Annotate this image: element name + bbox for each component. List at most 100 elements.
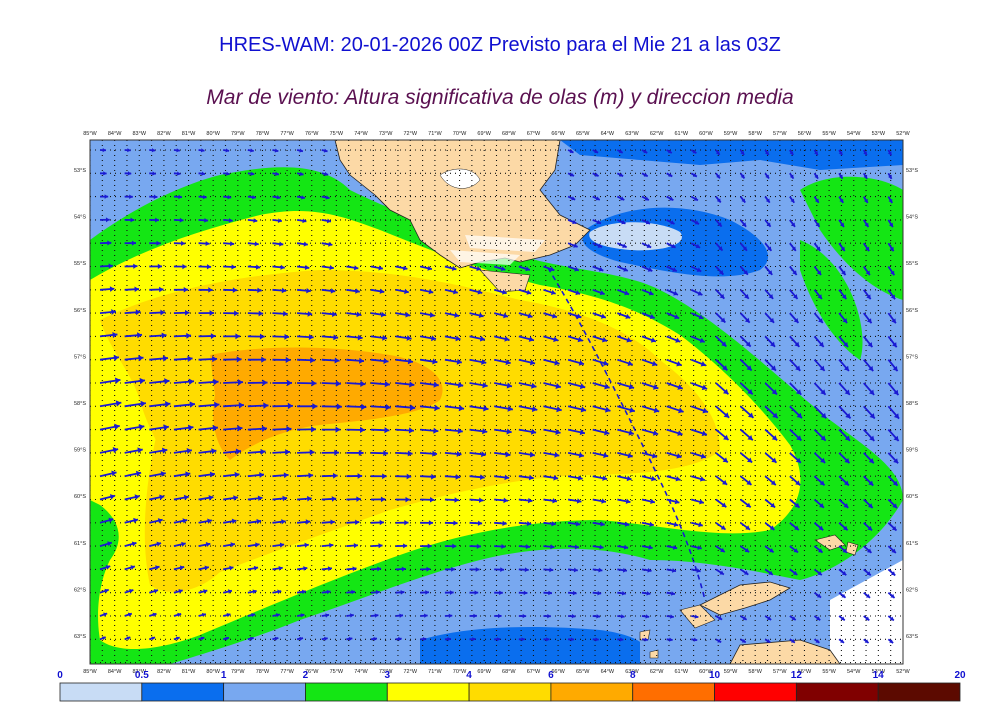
wave-arrow-head <box>482 428 488 435</box>
wave-arrow-head <box>597 243 603 248</box>
wave-arrow-head <box>646 591 651 596</box>
wave-arrow-head <box>550 289 556 295</box>
wave-arrow-head <box>330 288 336 294</box>
wave-arrow-head <box>600 313 606 319</box>
wave-arrow-head <box>814 198 819 203</box>
lon-label-top: 59°W <box>724 131 738 137</box>
lon-label-top: 75°W <box>330 131 344 137</box>
wave-arrow-head <box>868 389 875 395</box>
wave-arrow-head <box>841 294 847 300</box>
lon-label-top: 66°W <box>551 131 565 137</box>
lat-label-left: 60°S <box>74 494 86 500</box>
wave-arrow-head <box>891 525 897 531</box>
wave-arrow-head <box>127 612 132 617</box>
wave-arrow-head <box>109 494 115 500</box>
wave-arrow-head <box>183 494 189 501</box>
wave-arrow-head <box>324 171 329 177</box>
wave-arrow-head <box>304 542 309 548</box>
wave-arrow-head <box>771 389 777 395</box>
wave-arrow-head <box>448 613 453 619</box>
wave-arrow-head <box>793 317 799 323</box>
wave-arrow-head <box>209 471 215 478</box>
wave-arrow-head <box>283 310 288 317</box>
wave-arrow-head <box>793 548 799 553</box>
wave-arrow-head <box>274 148 279 153</box>
wave-arrow-head <box>816 270 822 275</box>
lon-label-bottom: 60°W <box>699 669 713 675</box>
wave-arrow-head <box>108 263 113 269</box>
wave-arrow-head <box>768 294 774 299</box>
lon-label-bottom: 56°W <box>798 669 812 675</box>
wave-arrow-head <box>698 314 704 320</box>
wave-arrow-head <box>384 381 390 388</box>
wave-arrow-head <box>332 472 338 479</box>
wave-arrow-head <box>234 471 240 478</box>
lat-label-left: 54°S <box>74 215 86 221</box>
wave-arrow-head <box>649 521 654 527</box>
wave-arrow-head <box>214 401 220 409</box>
wave-arrow-head <box>309 449 315 456</box>
lon-label-bottom: 83°W <box>133 669 147 675</box>
wave-arrow-head <box>767 246 772 251</box>
wave-arrow-head <box>113 354 119 361</box>
wave-arrow-head <box>889 616 894 621</box>
wave-arrow-head <box>891 342 897 348</box>
lon-label-top: 56°W <box>798 131 812 137</box>
wave-arrow-head <box>257 495 263 502</box>
lat-label-left: 57°S <box>74 354 86 360</box>
wave-field <box>90 140 903 664</box>
wave-arrow-head <box>624 290 630 296</box>
wave-arrow-head <box>745 341 751 347</box>
wave-arrow-head <box>329 265 334 271</box>
wave-arrow-head <box>673 522 679 528</box>
wave-arrow-head <box>114 423 120 430</box>
lon-label-bottom: 65°W <box>576 669 590 675</box>
legend-label: 3 <box>384 670 390 681</box>
wave-arrow-head <box>890 571 896 576</box>
wave-arrow-head <box>152 171 156 176</box>
wave-arrow-head <box>820 389 826 395</box>
wave-arrow-head <box>549 266 555 272</box>
wave-arrow-head <box>130 217 135 223</box>
wave-arrow-head <box>377 566 382 572</box>
legend-swatch <box>795 682 879 702</box>
wave-arrow-head <box>643 149 648 154</box>
wave-arrow-head <box>359 426 365 434</box>
wave-arrow-head <box>428 289 434 295</box>
wave-arrow-head <box>651 452 658 459</box>
wave-arrow-head <box>429 312 435 318</box>
wave-arrow-head <box>863 198 868 203</box>
wave-arrow-head <box>841 270 846 276</box>
wave-arrow-head <box>596 219 601 225</box>
wave-arrow-head <box>767 616 772 620</box>
wave-arrow-head <box>743 570 749 575</box>
wave-arrow-head <box>359 357 365 364</box>
wave-arrow-head <box>719 570 724 575</box>
wave-arrow-head <box>546 637 550 642</box>
wave-arrow-head <box>669 637 673 642</box>
wave-arrow-head <box>407 358 413 365</box>
wave-arrow-head <box>626 337 632 343</box>
wave-arrow-head <box>769 317 775 323</box>
wave-arrow-head <box>722 479 728 485</box>
wave-arrow-head <box>325 613 330 618</box>
wave-arrow-head <box>153 194 158 200</box>
wave-arrow-head <box>385 404 391 411</box>
wave-arrow-head <box>230 241 235 247</box>
wave-arrow-head <box>104 588 109 594</box>
wave-arrow-head <box>668 172 673 177</box>
wave-arrow-head <box>840 246 845 252</box>
wave-arrow-head <box>555 383 561 389</box>
wave-arrow-head <box>769 548 774 553</box>
wave-arrow-head <box>307 495 312 502</box>
lon-label-top: 82°W <box>157 131 171 137</box>
wave-arrow-head <box>133 263 138 269</box>
wave-arrow-head <box>868 480 874 486</box>
wave-arrow-head <box>336 403 342 410</box>
wave-arrow-head <box>405 496 410 503</box>
lon-label-bottom: 70°W <box>453 669 467 675</box>
wave-arrow-head <box>479 335 485 342</box>
wave-arrow-head <box>379 519 384 526</box>
wave-arrow-head <box>276 195 281 200</box>
